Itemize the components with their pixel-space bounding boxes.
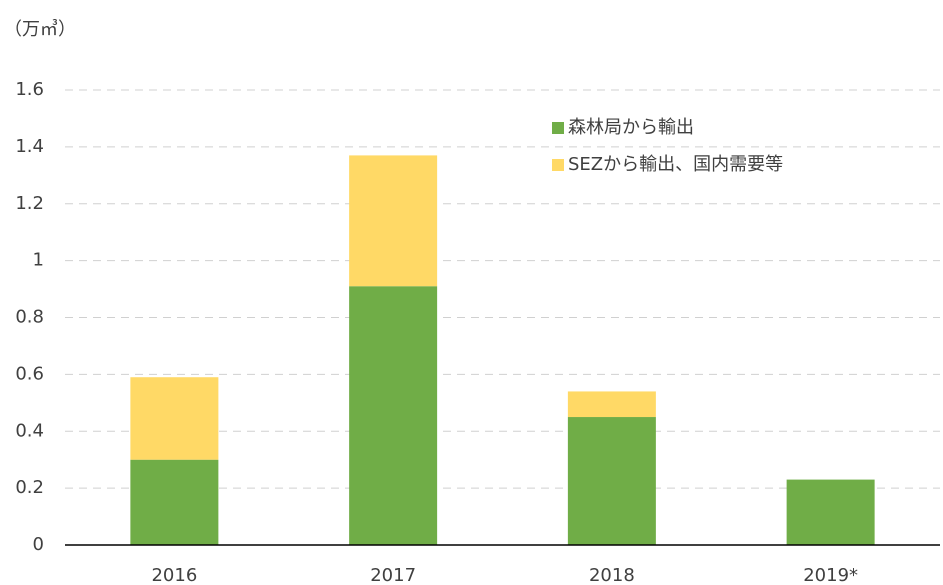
y-tick-label: 0.4 — [15, 420, 44, 441]
bar-segment — [349, 286, 438, 545]
unit-label: （万㎥） — [4, 19, 76, 40]
legend-swatch — [552, 159, 564, 171]
y-tick-label: 0.6 — [15, 363, 44, 384]
y-tick-label: 1.2 — [15, 193, 44, 214]
legend-label: SEZから輸出、国内需要等 — [568, 154, 783, 175]
bar-segment — [567, 391, 656, 418]
y-tick-label: 0.8 — [15, 307, 44, 328]
y-tick-label: 0.2 — [15, 477, 44, 498]
y-tick-label: 1.4 — [15, 136, 44, 157]
bar-segment — [130, 459, 219, 545]
legend-label: 森林局から輸出 — [568, 117, 694, 138]
y-tick-label: 0 — [33, 534, 44, 555]
x-tick-label: 2019* — [803, 565, 858, 585]
x-tick-label: 2016 — [151, 565, 197, 585]
y-tick-label: 1 — [33, 250, 44, 271]
x-tick-label: 2018 — [589, 565, 635, 585]
bar-segment — [349, 155, 438, 287]
bar-segment — [786, 479, 875, 545]
y-tick-label: 1.6 — [15, 79, 44, 100]
x-tick-label: 2017 — [370, 565, 416, 585]
legend-swatch — [552, 122, 564, 134]
bar-segment — [130, 377, 219, 460]
bar-segment — [567, 417, 656, 545]
